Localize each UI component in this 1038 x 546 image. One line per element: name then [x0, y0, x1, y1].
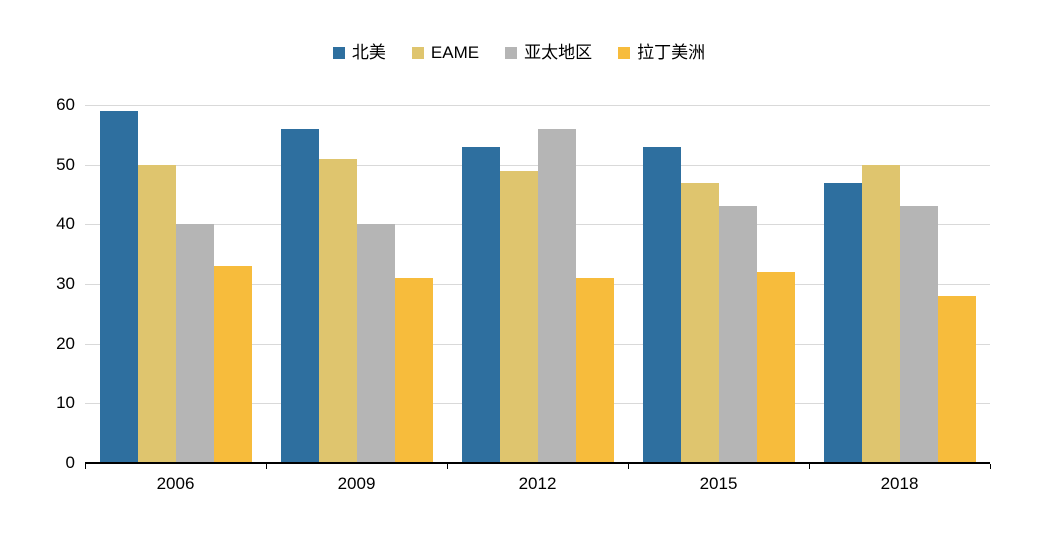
legend-label: 拉丁美洲 — [637, 43, 706, 62]
y-tick-label: 60 — [56, 95, 75, 114]
x-axis-tick — [447, 464, 448, 469]
x-axis-line — [85, 462, 990, 464]
bar-group-2018 — [823, 164, 976, 463]
x-axis-tick — [990, 464, 991, 469]
x-axis-tick — [266, 464, 267, 469]
y-tick-label: 0 — [65, 453, 75, 472]
bar-EAME-2009 — [318, 158, 357, 463]
bar-亚太地区-2018 — [899, 206, 938, 463]
x-tick-label: 2015 — [699, 474, 738, 493]
bar-北美-2012 — [461, 146, 500, 463]
bar-group-2015 — [642, 146, 795, 463]
legend-swatch-icon — [505, 46, 518, 59]
legend-item-EAME: EAME — [411, 43, 480, 62]
bar-拉丁美洲-2006 — [213, 266, 252, 463]
x-tick-label: 2006 — [156, 474, 195, 493]
bar-group-2012 — [461, 128, 614, 463]
bar-亚太地区-2009 — [356, 224, 395, 463]
bar-北美-2018 — [823, 182, 862, 463]
x-axis-tick — [809, 464, 810, 469]
x-tick-label: 2012 — [518, 474, 557, 493]
bar-北美-2015 — [642, 146, 681, 463]
bar-拉丁美洲-2009 — [394, 278, 433, 463]
legend-label: EAME — [430, 43, 480, 62]
x-tick-label: 2009 — [337, 474, 376, 493]
legend-swatch-icon — [332, 46, 345, 59]
legend-swatch-icon — [411, 46, 424, 59]
bar-group-2006 — [99, 110, 252, 463]
y-tick-label: 50 — [56, 154, 75, 174]
x-axis-tick — [628, 464, 629, 469]
legend-label: 亚太地区 — [524, 43, 593, 62]
legend-item-亚太地区: 亚太地区 — [505, 44, 592, 61]
legend-label: 北美 — [351, 43, 386, 62]
bar-北美-2006 — [99, 110, 138, 463]
chart-legend: 北美 EAME 亚太地区 拉丁美洲 — [0, 44, 1038, 61]
bar-亚太地区-2006 — [175, 224, 214, 463]
bar-拉丁美洲-2018 — [937, 295, 976, 463]
legend-item-拉丁美洲: 拉丁美洲 — [618, 44, 705, 61]
bar-亚太地区-2012 — [537, 128, 576, 463]
bar-group-2009 — [280, 128, 433, 463]
legend-swatch-icon — [618, 46, 631, 59]
y-tick-label: 30 — [56, 274, 75, 293]
bar-亚太地区-2015 — [718, 206, 757, 463]
legend-item-北美: 北美 — [332, 43, 386, 62]
bar-北美-2009 — [280, 128, 319, 463]
bar-拉丁美洲-2015 — [756, 272, 795, 463]
y-tick-label: 40 — [56, 214, 75, 234]
y-tick-label: 20 — [56, 333, 75, 353]
bar-拉丁美洲-2012 — [575, 278, 614, 463]
x-tick-label: 2018 — [880, 474, 919, 493]
bar-EAME-2012 — [499, 170, 538, 463]
bar-EAME-2006 — [137, 164, 176, 463]
bar-EAME-2015 — [680, 182, 719, 463]
plot-area — [85, 105, 990, 464]
bar-EAME-2018 — [861, 164, 900, 463]
x-axis-tick — [85, 464, 86, 469]
gridline — [85, 105, 990, 106]
y-tick-label: 10 — [56, 393, 75, 413]
